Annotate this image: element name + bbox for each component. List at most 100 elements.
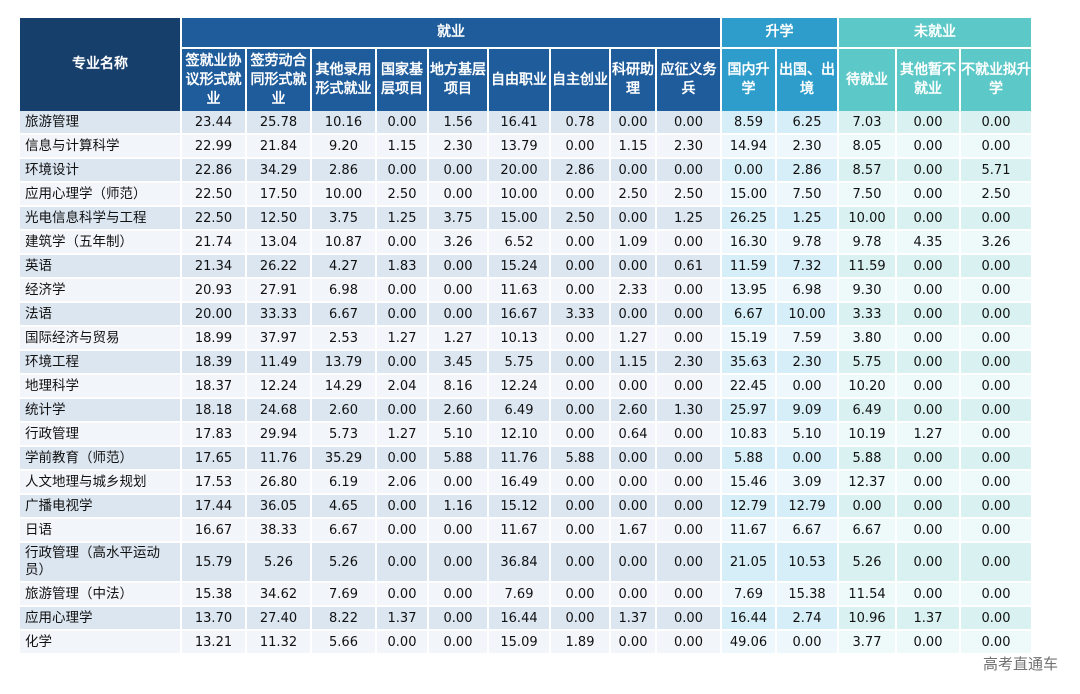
value-cell: 0.00 [897, 495, 959, 519]
table-row: 经济学 20.93 27.91 6.98 0.00 0.00 11.63 0.00 2.33 0.… [20, 279, 1031, 303]
value-cell: 3.09 [777, 471, 837, 495]
value-cell: 2.60 [611, 399, 655, 423]
value-cell: 0.00 [657, 447, 720, 471]
value-cell: 0.00 [897, 303, 959, 327]
value-cell: 15.19 [722, 327, 775, 351]
value-cell: 15.38 [777, 583, 837, 607]
value-cell: 0.00 [657, 495, 720, 519]
value-cell: 0.00 [377, 519, 427, 543]
value-cell: 6.67 [777, 519, 837, 543]
value-cell: 0.00 [429, 159, 487, 183]
value-cell: 18.18 [182, 399, 245, 423]
value-cell: 0.00 [377, 399, 427, 423]
value-cell: 24.68 [247, 399, 310, 423]
value-cell: 0.00 [961, 607, 1031, 631]
value-cell: 1.15 [611, 135, 655, 159]
value-cell: 0.00 [429, 519, 487, 543]
value-cell: 5.26 [312, 543, 375, 583]
value-cell: 12.79 [722, 495, 775, 519]
value-cell: 6.67 [312, 519, 375, 543]
value-cell: 6.98 [312, 279, 375, 303]
value-cell: 0.00 [657, 159, 720, 183]
value-cell: 10.96 [839, 607, 895, 631]
table-row: 环境工程 18.39 11.49 13.79 0.00 3.45 5.75 0.00 1.15 2… [20, 351, 1031, 375]
major-name-cell: 人文地理与城乡规划 [20, 471, 180, 495]
table-row: 行政管理 17.83 29.94 5.73 1.27 5.10 12.10 0.00 0.64 0… [20, 423, 1031, 447]
value-cell: 6.52 [489, 231, 549, 255]
value-cell: 0.00 [897, 159, 959, 183]
value-cell: 3.75 [312, 207, 375, 231]
value-cell: 0.00 [377, 543, 427, 583]
value-cell: 2.06 [377, 471, 427, 495]
col-header-self-employed: 自主创业 [551, 49, 609, 111]
table-body: 旅游管理 23.44 25.78 10.16 0.00 1.56 16.41 0.78 0.00… [20, 111, 1031, 655]
major-name-cell: 学前教育（师范） [20, 447, 180, 471]
col-header-conscript: 应征义务兵 [657, 49, 720, 111]
table-row: 信息与计算科学 22.99 21.84 9.20 1.15 2.30 13.79 0.00 1.… [20, 135, 1031, 159]
value-cell: 13.79 [312, 351, 375, 375]
value-cell: 8.22 [312, 607, 375, 631]
value-cell: 0.00 [611, 207, 655, 231]
col-header-domestic-study: 国内升学 [722, 49, 775, 111]
value-cell: 6.98 [777, 279, 837, 303]
value-cell: 16.44 [489, 607, 549, 631]
value-cell: 2.30 [657, 135, 720, 159]
value-cell: 38.33 [247, 519, 310, 543]
value-cell: 15.79 [182, 543, 245, 583]
value-cell: 0.00 [551, 183, 609, 207]
value-cell: 5.75 [489, 351, 549, 375]
value-cell: 0.00 [611, 543, 655, 583]
value-cell: 15.12 [489, 495, 549, 519]
col-header-research-assistant: 科研助理 [611, 49, 655, 111]
value-cell: 5.26 [839, 543, 895, 583]
value-cell: 0.00 [657, 375, 720, 399]
col-header-abroad: 出国、出境 [777, 49, 837, 111]
value-cell: 18.99 [182, 327, 245, 351]
value-cell: 4.27 [312, 255, 375, 279]
value-cell: 0.00 [961, 375, 1031, 399]
value-cell: 36.84 [489, 543, 549, 583]
value-cell: 3.45 [429, 351, 487, 375]
value-cell: 13.04 [247, 231, 310, 255]
unemployed-group-header: 未就业 [839, 18, 1031, 49]
table-row: 化学 13.21 11.32 5.66 0.00 0.00 15.09 1.89 0.00 0.0… [20, 631, 1031, 655]
value-cell: 0.00 [657, 543, 720, 583]
table-row: 环境设计 22.86 34.29 2.86 0.00 0.00 20.00 2.86 0.00 0… [20, 159, 1031, 183]
value-cell: 0.00 [429, 471, 487, 495]
value-cell: 22.45 [722, 375, 775, 399]
value-cell: 1.67 [611, 519, 655, 543]
value-cell: 11.76 [489, 447, 549, 471]
value-cell: 35.29 [312, 447, 375, 471]
value-cell: 0.00 [429, 583, 487, 607]
major-name-cell: 旅游管理 [20, 111, 180, 135]
value-cell: 11.63 [489, 279, 549, 303]
value-cell: 11.76 [247, 447, 310, 471]
value-cell: 0.00 [897, 279, 959, 303]
value-cell: 15.24 [489, 255, 549, 279]
value-cell: 0.00 [657, 231, 720, 255]
value-cell: 0.00 [897, 447, 959, 471]
value-cell: 0.00 [551, 423, 609, 447]
value-cell: 1.16 [429, 495, 487, 519]
major-name-cell: 环境工程 [20, 351, 180, 375]
value-cell: 4.65 [312, 495, 375, 519]
value-cell: 22.99 [182, 135, 245, 159]
value-cell: 0.00 [961, 583, 1031, 607]
table-row: 地理科学 18.37 12.24 14.29 2.04 8.16 12.24 0.00 0.00… [20, 375, 1031, 399]
value-cell: 20.00 [489, 159, 549, 183]
value-cell: 16.41 [489, 111, 549, 135]
value-cell: 2.86 [551, 159, 609, 183]
value-cell: 13.21 [182, 631, 245, 655]
value-cell: 0.00 [551, 583, 609, 607]
value-cell: 10.00 [489, 183, 549, 207]
table-row: 日语 16.67 38.33 6.67 0.00 0.00 11.67 0.00 1.67 0.0… [20, 519, 1031, 543]
value-cell: 0.00 [429, 183, 487, 207]
value-cell: 2.50 [611, 183, 655, 207]
value-cell: 9.78 [777, 231, 837, 255]
value-cell: 1.27 [377, 327, 427, 351]
col-header-other-hiring: 其他录用形式就业 [312, 49, 375, 111]
value-cell: 0.00 [551, 135, 609, 159]
value-cell: 0.00 [551, 519, 609, 543]
value-cell: 3.77 [839, 631, 895, 655]
value-cell: 0.00 [551, 255, 609, 279]
